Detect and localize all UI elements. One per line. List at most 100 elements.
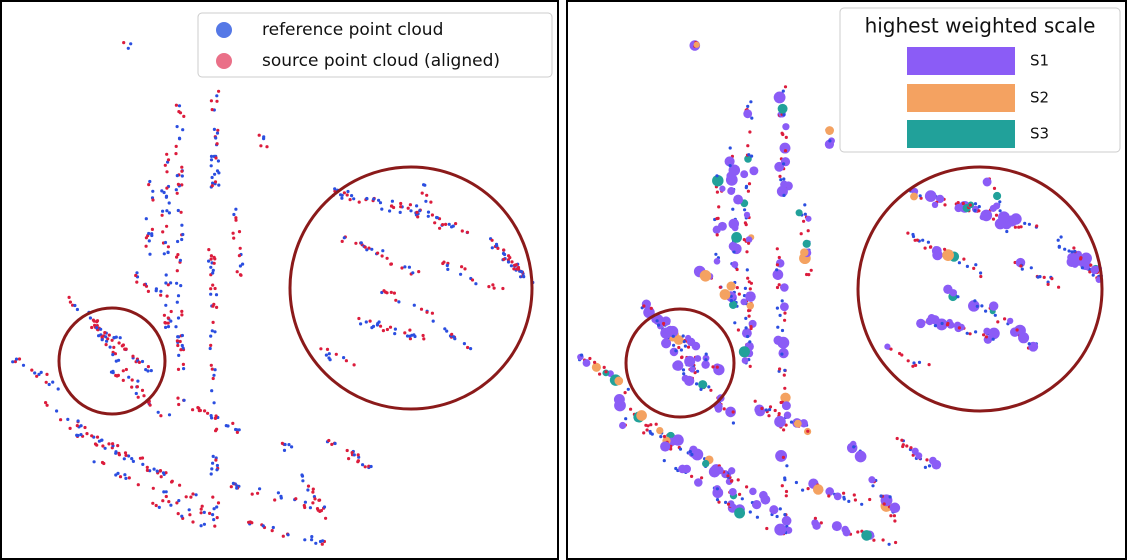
point <box>177 104 182 108</box>
point <box>415 204 419 208</box>
point <box>330 442 334 446</box>
point <box>162 313 166 317</box>
point <box>211 181 215 185</box>
weighted-point <box>980 209 993 222</box>
weighted-point <box>824 139 835 149</box>
point <box>136 483 140 487</box>
point <box>378 201 383 205</box>
weighted-point <box>746 302 755 310</box>
point <box>773 408 777 413</box>
point <box>745 268 749 272</box>
point <box>206 411 210 415</box>
point <box>827 494 831 498</box>
point <box>746 144 750 148</box>
weighted-point <box>780 283 789 292</box>
point <box>370 326 374 330</box>
point <box>732 250 736 254</box>
point <box>85 432 89 436</box>
point <box>286 533 290 537</box>
point <box>724 500 728 504</box>
point <box>744 316 748 320</box>
zoom-circles <box>57 165 1104 419</box>
point <box>156 410 160 414</box>
point <box>211 513 215 517</box>
point <box>746 104 750 108</box>
point <box>409 209 413 213</box>
point <box>88 316 92 320</box>
point <box>1019 264 1023 268</box>
weighted-point <box>743 211 751 219</box>
point <box>262 135 266 139</box>
point <box>55 409 59 413</box>
point <box>415 210 419 214</box>
weighted-point <box>689 366 696 373</box>
point <box>662 459 666 463</box>
point <box>704 352 708 356</box>
weighted-point <box>868 476 876 484</box>
point <box>180 169 184 173</box>
point <box>165 209 169 213</box>
point <box>181 128 185 132</box>
point <box>203 409 207 413</box>
point <box>202 522 206 526</box>
point <box>1072 246 1076 250</box>
point <box>487 285 491 289</box>
legend-label: source point cloud (aligned) <box>262 51 500 71</box>
point <box>604 370 608 374</box>
weighted-point <box>719 289 731 300</box>
point <box>422 337 426 341</box>
weighted-point <box>777 103 788 114</box>
point <box>368 319 372 323</box>
point <box>114 473 118 477</box>
point-clouds <box>11 40 1103 546</box>
point <box>782 373 786 377</box>
point <box>679 348 684 352</box>
point <box>768 408 772 412</box>
point <box>385 327 389 332</box>
point <box>715 174 719 178</box>
point <box>801 488 805 492</box>
weighted-point <box>793 419 802 428</box>
point <box>209 292 213 296</box>
point <box>35 374 39 378</box>
point <box>130 385 134 389</box>
weighted-point <box>989 204 997 212</box>
weighted-point <box>802 239 811 248</box>
point <box>310 535 314 539</box>
point <box>165 186 169 190</box>
point <box>926 240 931 244</box>
weighted-point <box>1007 317 1014 325</box>
point <box>151 198 155 202</box>
point <box>314 541 318 545</box>
point <box>782 428 786 432</box>
point <box>345 193 349 197</box>
point <box>683 344 688 348</box>
point <box>300 474 305 478</box>
point <box>681 334 685 338</box>
point <box>306 484 311 488</box>
point <box>688 450 692 454</box>
point <box>748 364 752 368</box>
point <box>127 375 131 379</box>
point <box>860 502 864 506</box>
point <box>166 245 170 249</box>
point <box>765 526 769 531</box>
point <box>686 345 691 349</box>
point <box>1070 250 1074 254</box>
point <box>363 245 367 249</box>
point <box>399 205 403 209</box>
point <box>747 241 751 245</box>
point <box>350 194 354 198</box>
point <box>166 325 171 329</box>
point <box>178 258 182 262</box>
point <box>44 380 48 384</box>
point <box>321 539 325 543</box>
point <box>238 246 242 250</box>
point <box>281 534 285 538</box>
point <box>445 329 449 333</box>
point <box>100 338 104 342</box>
point <box>327 438 331 443</box>
point <box>214 458 218 462</box>
point <box>235 430 239 434</box>
point <box>459 272 463 276</box>
